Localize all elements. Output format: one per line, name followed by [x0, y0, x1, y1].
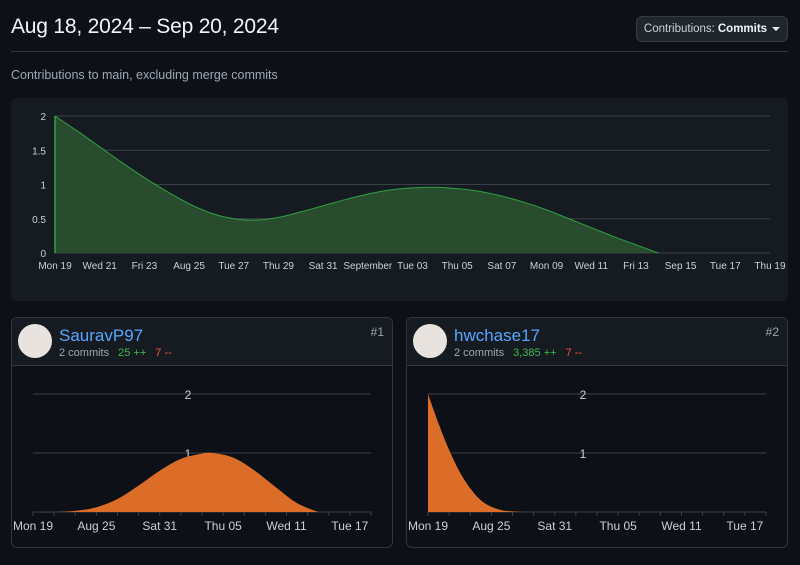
x-tick-label: Sep 15: [665, 261, 697, 272]
caret-down-icon: [772, 27, 781, 31]
series-area: [428, 394, 766, 513]
x-tick-label: Tue 17: [710, 261, 741, 272]
x-tick-label: Thu 29: [263, 261, 295, 272]
y-tick-label: 2: [185, 388, 192, 402]
x-tick-label: Fri 23: [132, 261, 158, 272]
x-tick-label: Wed 21: [83, 261, 118, 272]
x-tick-label: September: [343, 261, 393, 272]
y-tick-label: 0.5: [32, 215, 46, 226]
contributor-card-header: hwchase17 2 commits 3,385 ++ 7 -- #2: [407, 318, 787, 366]
x-tick-label: Sat 31: [309, 261, 338, 272]
contributor-chart-svg: 2 1 Mon 19 Aug 25 Sat 31 Thu 05 Wed 11 Tue 17: [13, 388, 372, 533]
commit-count: 2 commits: [454, 347, 505, 359]
deletions-count: 7 --: [565, 347, 583, 359]
x-tick-label: Thu 19: [754, 261, 786, 272]
y-tick-label: 2: [580, 388, 587, 402]
commit-count: 2 commits: [59, 347, 110, 359]
x-tick-label: Wed 11: [661, 519, 702, 533]
contributor-card-header: SauravP97 2 commits 25 ++ 7 -- #1: [12, 318, 392, 366]
contributor-stats: 2 commits 3,385 ++ 7 --: [454, 347, 582, 359]
x-tick-label: Thu 05: [442, 261, 474, 272]
x-tick-label: Sat 07: [487, 261, 516, 272]
x-tick-label: Thu 05: [204, 519, 242, 533]
contributor-username[interactable]: hwchase17: [454, 326, 541, 345]
contributor-chart-svg: 2 1 Mon 19 Aug 25 Sat 31 Thu 05 Wed 11 Tue 17: [408, 388, 767, 533]
contributor-stats: 2 commits 25 ++ 7 --: [59, 347, 172, 359]
dropdown-value: Commits: [717, 23, 768, 35]
y-tick-label: 2: [40, 112, 46, 123]
additions-count: 3,385 ++: [513, 347, 557, 359]
y-tick-label: 1: [185, 447, 192, 461]
page-title: Aug 18, 2024 – Sep 20, 2024: [11, 15, 279, 38]
x-tick-label: Mon 19: [408, 519, 448, 533]
x-tick-label: Sat 31: [142, 519, 177, 533]
y-tick-label: 1: [580, 447, 587, 461]
x-tick-label: Mon 19: [38, 261, 72, 272]
main-contributions-chart: 2 1.5 1 0.5 0 Mon 19 Wed 21 Fri 23 Aug 25 Tue 27 T…: [11, 98, 788, 301]
x-tick-label: Tue 27: [218, 261, 249, 272]
deletions-count: 7 --: [155, 347, 172, 359]
x-tick-label: Tue 03: [397, 261, 428, 272]
contributor-card: SauravP97 2 commits 25 ++ 7 -- #1 2 1 Mon 19…: [11, 317, 393, 548]
x-tick-label: Tue 17: [331, 519, 368, 533]
x-tick-label: Wed 11: [266, 519, 307, 533]
y-tick-label: 0: [40, 249, 46, 260]
x-tick-label: Tue 17: [726, 519, 763, 533]
x-tick-label: Mon 09: [530, 261, 564, 272]
x-tick-label: Aug 25: [77, 519, 115, 533]
x-tick-label: Aug 25: [173, 261, 205, 272]
chart-subtitle: Contributions to main, excluding merge c…: [11, 68, 278, 82]
series-area: [55, 116, 659, 253]
avatar-icon[interactable]: [413, 324, 447, 358]
series-area: [33, 452, 319, 513]
dropdown-prefix: Contributions:: [643, 23, 715, 35]
avatar-icon[interactable]: [18, 324, 52, 358]
series-line: [54, 115, 659, 254]
x-tick-label: Fri 13: [623, 261, 649, 272]
x-tick-label: Wed 11: [574, 261, 608, 272]
contributions-dropdown[interactable]: Contributions: Commits: [636, 16, 788, 42]
y-tick-label: 1.5: [32, 146, 46, 157]
x-tick-label: Aug 25: [472, 519, 510, 533]
contributor-card: hwchase17 2 commits 3,385 ++ 7 -- #2 2 1 Mon…: [406, 317, 788, 548]
y-tick-label: 1: [40, 181, 46, 192]
contributor-rank: #1: [370, 325, 384, 339]
x-tick-label: Mon 19: [13, 519, 53, 533]
additions-count: 25 ++: [118, 347, 147, 359]
page-header: Aug 18, 2024 – Sep 20, 2024 Contribution…: [11, 0, 788, 52]
contributor-username[interactable]: SauravP97: [59, 326, 144, 345]
x-tick-label: Sat 31: [537, 519, 572, 533]
contributor-rank: #2: [765, 325, 779, 339]
x-tick-label: Thu 05: [599, 519, 637, 533]
